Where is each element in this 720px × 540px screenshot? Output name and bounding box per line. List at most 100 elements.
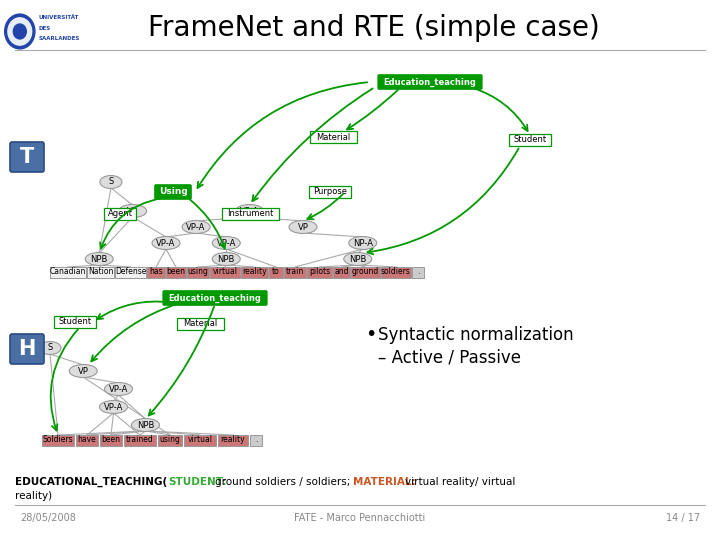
- Text: DES: DES: [39, 26, 51, 31]
- Circle shape: [14, 24, 27, 39]
- FancyBboxPatch shape: [184, 435, 216, 446]
- Text: virtual: virtual: [187, 435, 212, 444]
- Text: has: has: [149, 267, 163, 276]
- Text: Purpose: Purpose: [313, 187, 347, 197]
- Text: Soldiers: Soldiers: [42, 435, 73, 444]
- Text: .: .: [417, 267, 419, 276]
- FancyBboxPatch shape: [166, 267, 186, 278]
- Text: Instrument: Instrument: [227, 210, 273, 219]
- FancyBboxPatch shape: [412, 267, 424, 278]
- FancyBboxPatch shape: [163, 291, 267, 305]
- FancyBboxPatch shape: [155, 185, 191, 199]
- Text: NPB: NPB: [91, 254, 108, 264]
- Ellipse shape: [212, 253, 240, 266]
- Text: ground: ground: [352, 267, 379, 276]
- FancyBboxPatch shape: [54, 316, 96, 328]
- Text: reality): reality): [15, 491, 52, 501]
- Ellipse shape: [182, 220, 210, 233]
- Text: soldiers: soldiers: [381, 267, 411, 276]
- FancyBboxPatch shape: [10, 142, 44, 172]
- Text: Agent: Agent: [107, 210, 132, 219]
- Circle shape: [8, 18, 32, 45]
- Text: reality: reality: [221, 435, 246, 444]
- Text: Material: Material: [316, 132, 350, 141]
- Text: MATERIAL:: MATERIAL:: [353, 477, 415, 487]
- FancyBboxPatch shape: [50, 267, 86, 278]
- Text: EDUCATIONAL_TEACHING(: EDUCATIONAL_TEACHING(: [15, 477, 167, 487]
- Text: train: train: [286, 267, 304, 276]
- Text: Education_teaching: Education_teaching: [168, 293, 261, 302]
- Text: S: S: [48, 343, 53, 353]
- FancyBboxPatch shape: [310, 131, 356, 143]
- Text: have: have: [78, 435, 96, 444]
- Text: VP-A: VP-A: [217, 239, 236, 247]
- Text: T: T: [20, 147, 34, 167]
- Text: 28/05/2008: 28/05/2008: [20, 513, 76, 523]
- Ellipse shape: [348, 237, 377, 249]
- Text: Using: Using: [158, 187, 187, 197]
- FancyBboxPatch shape: [307, 267, 332, 278]
- Text: VP-A: VP-A: [109, 384, 128, 394]
- Text: VP-A: VP-A: [156, 239, 176, 247]
- Text: Student: Student: [513, 136, 546, 145]
- FancyBboxPatch shape: [509, 134, 551, 146]
- Ellipse shape: [235, 205, 264, 218]
- Text: and: and: [334, 267, 348, 276]
- FancyBboxPatch shape: [104, 208, 136, 220]
- Text: using: using: [188, 267, 208, 276]
- Ellipse shape: [85, 253, 113, 266]
- Text: Nation: Nation: [88, 267, 113, 276]
- Text: Defense: Defense: [114, 267, 146, 276]
- FancyBboxPatch shape: [218, 435, 248, 446]
- Text: .: .: [255, 435, 257, 444]
- Text: VP: VP: [297, 222, 308, 232]
- Text: using: using: [160, 435, 181, 444]
- Text: FrameNet and RTE (simple case): FrameNet and RTE (simple case): [148, 14, 600, 42]
- FancyBboxPatch shape: [351, 267, 380, 278]
- Text: Student: Student: [58, 318, 91, 327]
- Text: trained: trained: [126, 435, 154, 444]
- Text: virtual: virtual: [212, 267, 238, 276]
- Text: virtual reality/ virtual: virtual reality/ virtual: [405, 477, 516, 487]
- Text: FATE - Marco Pennacchiotti: FATE - Marco Pennacchiotti: [294, 513, 426, 523]
- FancyBboxPatch shape: [378, 75, 482, 89]
- Text: VP-A: VP-A: [240, 206, 259, 215]
- Text: – Active / Passive: – Active / Passive: [378, 348, 521, 366]
- Ellipse shape: [69, 364, 97, 377]
- Ellipse shape: [289, 220, 317, 233]
- FancyBboxPatch shape: [187, 267, 209, 278]
- Text: •: •: [365, 326, 377, 345]
- FancyBboxPatch shape: [87, 267, 114, 278]
- Text: pilots: pilots: [309, 267, 330, 276]
- Ellipse shape: [152, 237, 180, 249]
- FancyBboxPatch shape: [115, 267, 146, 278]
- Text: Syntactic normalization: Syntactic normalization: [378, 326, 574, 344]
- Text: VP: VP: [78, 367, 89, 375]
- Ellipse shape: [119, 205, 147, 218]
- FancyBboxPatch shape: [76, 435, 98, 446]
- Text: reality: reality: [242, 267, 267, 276]
- FancyBboxPatch shape: [210, 267, 240, 278]
- FancyBboxPatch shape: [158, 435, 182, 446]
- Ellipse shape: [39, 341, 61, 354]
- Text: Education_teaching: Education_teaching: [384, 77, 477, 86]
- Text: UNIVERSITÄT: UNIVERSITÄT: [39, 15, 79, 21]
- FancyBboxPatch shape: [100, 435, 122, 446]
- FancyBboxPatch shape: [284, 267, 306, 278]
- Text: STUDENT:: STUDENT:: [168, 477, 227, 487]
- Ellipse shape: [104, 382, 132, 395]
- Ellipse shape: [100, 176, 122, 188]
- FancyBboxPatch shape: [381, 267, 411, 278]
- FancyBboxPatch shape: [222, 208, 279, 220]
- FancyBboxPatch shape: [309, 186, 351, 198]
- Circle shape: [4, 14, 35, 49]
- Text: VP-A: VP-A: [104, 402, 123, 411]
- FancyBboxPatch shape: [269, 267, 283, 278]
- Text: been: been: [102, 435, 120, 444]
- Text: SAARLANDES: SAARLANDES: [39, 36, 80, 42]
- Ellipse shape: [99, 401, 127, 414]
- Text: H: H: [18, 339, 36, 359]
- Text: 14 / 17: 14 / 17: [666, 513, 700, 523]
- Text: to: to: [272, 267, 280, 276]
- Ellipse shape: [343, 253, 372, 266]
